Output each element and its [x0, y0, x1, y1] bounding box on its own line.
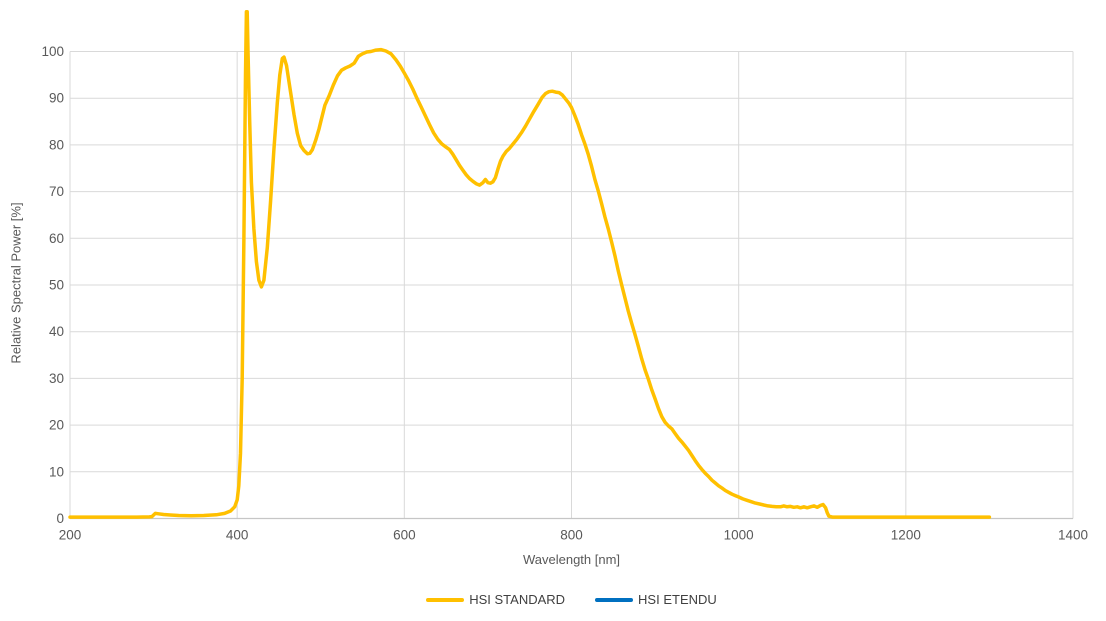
y-tick-label: 20: [49, 418, 64, 433]
legend-item-hsi-etendu[interactable]: HSI ETENDU: [595, 592, 717, 607]
y-axis-title: Relative Spectral Power [%]: [8, 202, 24, 364]
x-tick-label: 200: [59, 528, 82, 543]
x-tick-label: 400: [226, 528, 249, 543]
x-tick-label: 1000: [724, 528, 754, 543]
x-tick-label: 1200: [891, 528, 921, 543]
series-line-hsi-standard: [68, 10, 992, 519]
legend-label: HSI ETENDU: [638, 592, 717, 607]
y-tick-label: 60: [49, 231, 64, 246]
legend: HSI STANDARD HSI ETENDU: [70, 592, 1073, 607]
x-tick-label: 600: [393, 528, 416, 543]
y-tick-label: 90: [49, 91, 64, 106]
legend-line-swatch: [595, 597, 634, 602]
legend-line-swatch: [426, 597, 465, 602]
legend-label: HSI STANDARD: [469, 592, 566, 607]
x-tick-label: 1400: [1058, 528, 1088, 543]
y-tick-label: 70: [49, 184, 64, 199]
y-tick-label: 50: [49, 278, 64, 293]
plot-area: 0 10 20 30 40 50 60 70 80 90 100 200 400 600 800 1000 12…: [41, 10, 1088, 543]
y-tick-label: 40: [49, 324, 64, 339]
y-tick-label: 80: [49, 137, 64, 152]
y-tick-label: 100: [41, 44, 64, 59]
legend-item-hsi-standard[interactable]: HSI STANDARD: [426, 592, 565, 607]
x-axis-title: Wavelength [nm]: [522, 552, 621, 567]
y-tick-label: 10: [49, 464, 64, 479]
x-tick-label: 800: [560, 528, 583, 543]
y-tick-label: 0: [56, 511, 64, 526]
y-tick-label: 30: [49, 371, 64, 386]
